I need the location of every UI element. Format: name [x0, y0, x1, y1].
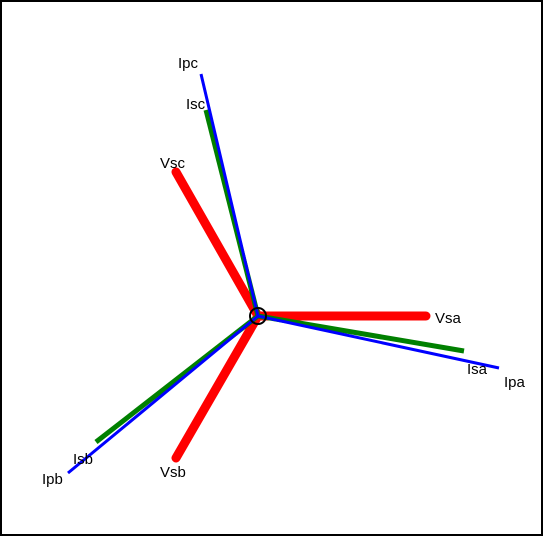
label-vsb: Vsb	[160, 464, 186, 481]
label-isc: Isc	[186, 96, 206, 113]
phasor-isa	[257, 313, 465, 354]
phasor-ipa	[257, 314, 500, 370]
phasor-vsc	[171, 167, 263, 321]
label-vsc: Vsc	[160, 155, 186, 172]
label-ipc: Ipc	[178, 55, 199, 72]
label-ipb: Ipb	[42, 471, 63, 488]
label-vsa: Vsa	[435, 310, 462, 327]
label-ipa: Ipa	[504, 374, 526, 391]
phasor-ipc	[199, 73, 260, 317]
origin-marker	[249, 307, 267, 325]
label-isb: Isb	[73, 451, 93, 468]
phasor-vsb	[171, 311, 263, 463]
label-isa: Isa	[467, 361, 488, 378]
phasor-ipb	[67, 314, 259, 475]
